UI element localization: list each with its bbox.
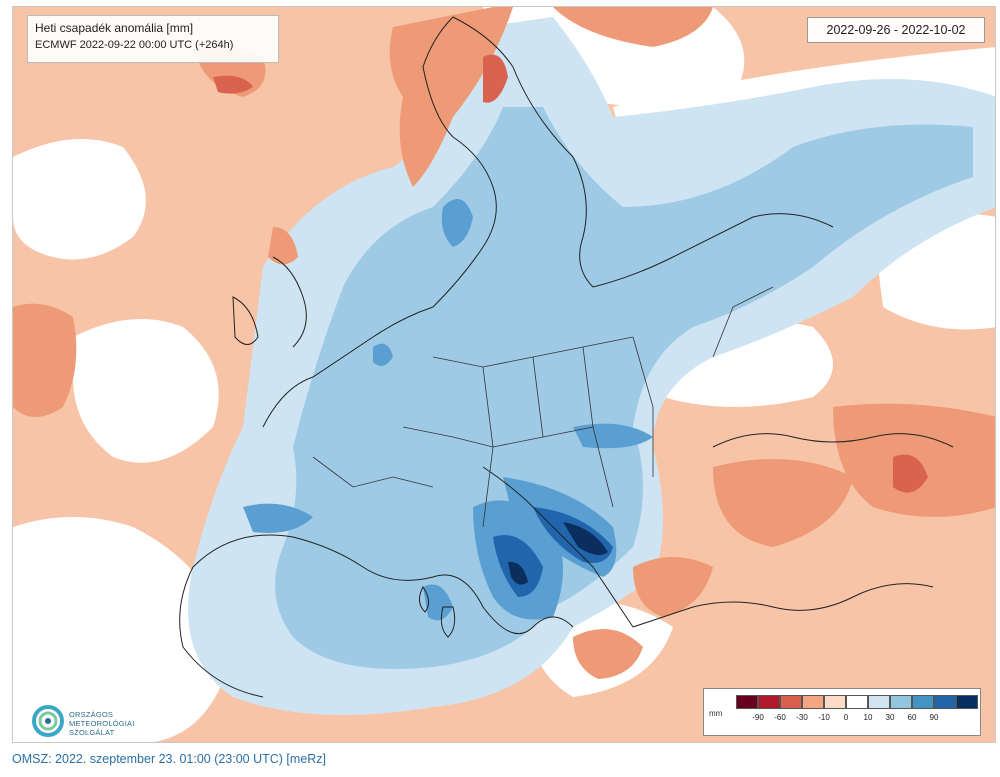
legend-swatch xyxy=(824,695,846,709)
legend-tick-label: 10 xyxy=(863,713,873,722)
date-range-label: 2022-09-26 - 2022-10-02 xyxy=(807,17,985,43)
legend-swatch xyxy=(780,695,802,709)
color-legend: mm -90 -60 -30 -10 0 10 30 60 90 xyxy=(703,688,981,736)
map-title-box: Heti csapadék anomália [mm] ECMWF 2022-0… xyxy=(27,15,279,63)
logo-line1: ORSZÁGOS xyxy=(69,710,114,719)
model-run-label: ECMWF 2022-09-22 00:00 UTC (+264h) xyxy=(35,39,234,51)
map-title: Heti csapadék anomália [mm] xyxy=(35,21,194,35)
coastlines xyxy=(179,16,954,698)
legend-swatch xyxy=(912,695,934,709)
legend-tick-label: 0 xyxy=(843,713,849,722)
legend-tick-label: -60 xyxy=(774,713,786,722)
wet-heavy-areas xyxy=(493,507,613,597)
legend-swatch xyxy=(758,695,780,709)
legend-swatch xyxy=(956,695,978,709)
country-borders xyxy=(312,286,774,528)
anomaly-map: Heti csapadék anomália [mm] ECMWF 2022-0… xyxy=(12,6,996,743)
map-canvas xyxy=(13,7,995,742)
dry-strong-areas xyxy=(213,54,928,493)
legend-swatch xyxy=(890,695,912,709)
legend-tick-label: -30 xyxy=(796,713,808,722)
legend-ticks: -90 -60 -30 -10 0 10 30 60 90 xyxy=(736,713,976,727)
legend-tick-label: -10 xyxy=(818,713,830,722)
legend-unit: mm xyxy=(709,709,723,718)
dry-medium-areas xyxy=(13,7,995,679)
wet-medium-region xyxy=(275,107,973,669)
omsz-logo: ORSZÁGOS METEOROLÓGIAI SZOLGÁLAT xyxy=(31,704,181,742)
legend-tick-label: 30 xyxy=(885,713,895,722)
legend-swatch xyxy=(736,695,758,709)
legend-tick-label: 90 xyxy=(929,713,939,722)
legend-swatch xyxy=(934,695,956,709)
legend-tick-label: 60 xyxy=(907,713,917,722)
legend-swatch xyxy=(802,695,824,709)
legend-tick-label: -90 xyxy=(752,713,764,722)
logo-line2: METEOROLÓGIAI xyxy=(69,719,135,728)
omsz-logo-icon xyxy=(32,705,64,737)
logo-line3: SZOLGÁLAT xyxy=(69,728,115,737)
legend-swatches xyxy=(736,695,978,709)
legend-swatch xyxy=(846,695,868,709)
legend-swatch xyxy=(868,695,890,709)
omsz-logo-text: ORSZÁGOS METEOROLÓGIAI SZOLGÁLAT xyxy=(69,710,135,737)
footer-credit: OMSZ: 2022. szeptember 23. 01:00 (23:00 … xyxy=(12,752,327,766)
